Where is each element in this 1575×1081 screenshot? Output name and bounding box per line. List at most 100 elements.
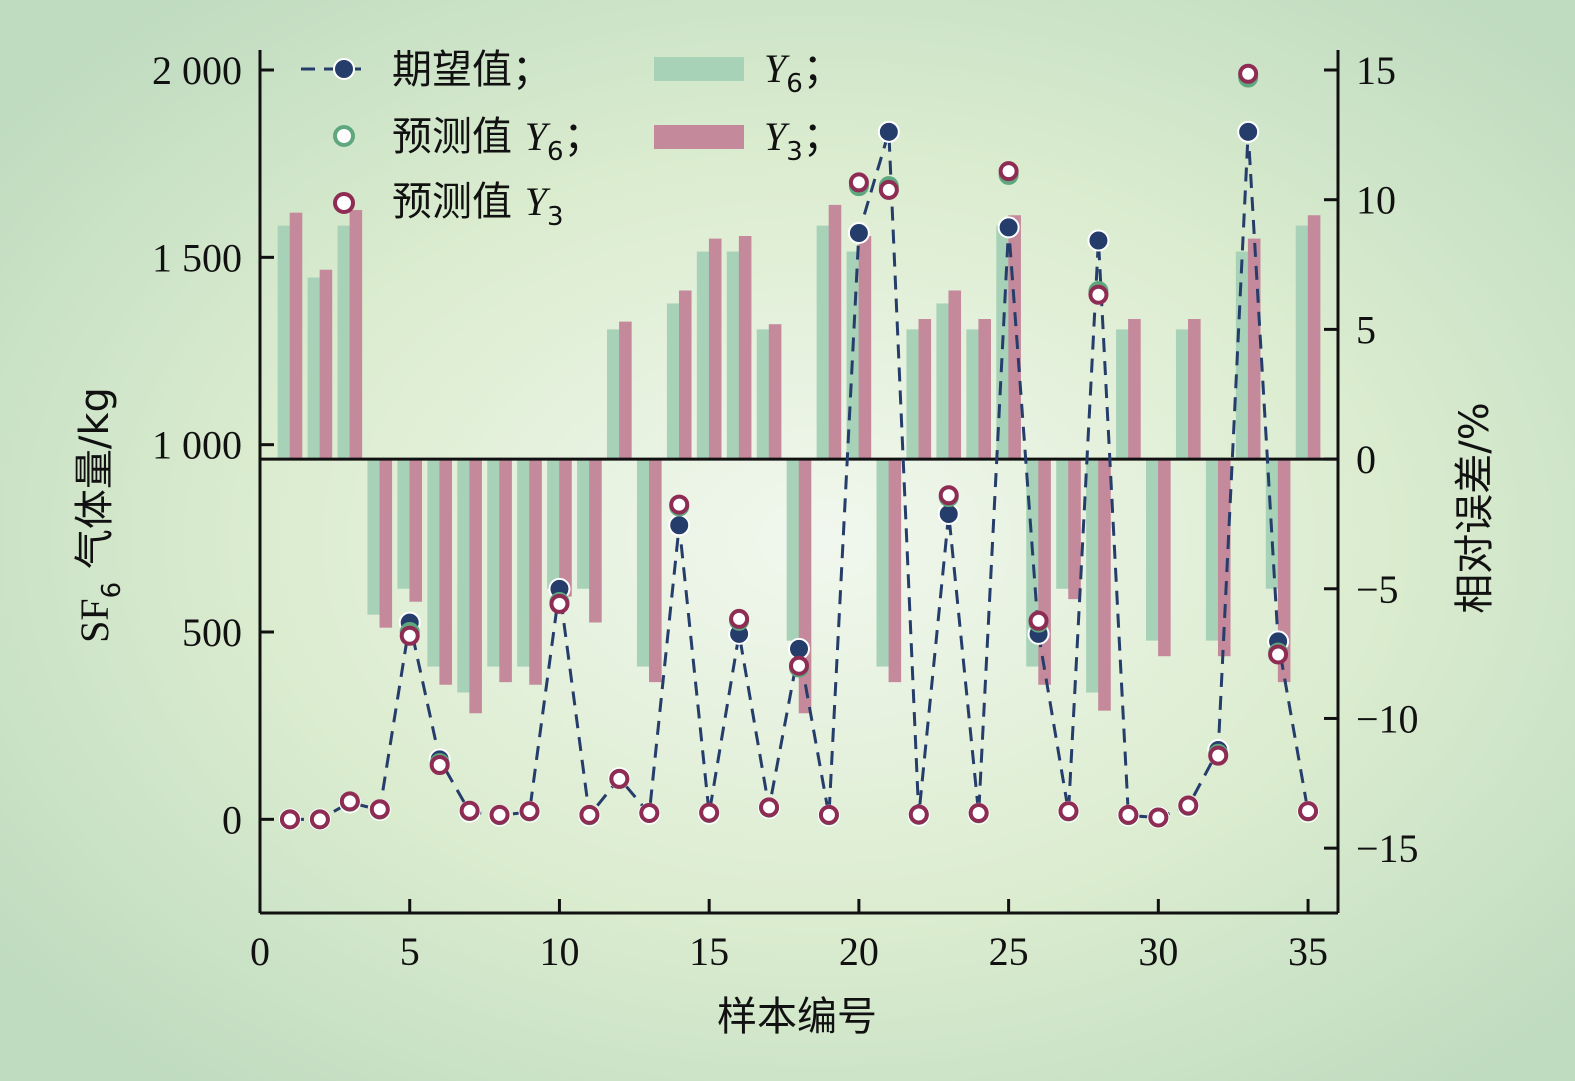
- bar-y3-17: [768, 324, 782, 460]
- y-left-tick-label-0: 0: [222, 797, 242, 842]
- bar-y3-8: [499, 459, 512, 683]
- axes-layer: 0 5 10 15 20 25 30 35 0 500 1 000 1 500 2 000 −15 −10 −…: [152, 48, 1419, 974]
- y-left-tick-label-500: 500: [182, 610, 242, 655]
- bar-y6-32: [1205, 459, 1219, 641]
- bar-y3-12: [619, 321, 632, 460]
- bar-y3-7: [469, 459, 482, 714]
- bar-y6-3: [337, 225, 351, 460]
- pred-y3-point-9: [519, 801, 540, 822]
- pred-y3-point-23: [938, 485, 959, 506]
- expected-point-14: [668, 514, 691, 537]
- legend-item-expected: 期望值；: [301, 47, 552, 93]
- bar-y6-20: [846, 251, 860, 460]
- x-tick-label-30: 30: [1138, 929, 1178, 974]
- y-right-tick-label-10: 10: [1356, 178, 1396, 223]
- pred-y3-point-22: [908, 804, 929, 825]
- pred-y3-point-25: [998, 161, 1019, 182]
- x-tick-label-5: 5: [400, 929, 420, 974]
- x-axis-label: 样本编号: [717, 994, 877, 1040]
- bar-y6-10: [547, 459, 560, 589]
- bar-y3-1: [289, 212, 303, 460]
- bar-y6-23: [936, 303, 949, 460]
- bar-y6-5: [397, 459, 410, 589]
- bar-y3-9: [529, 459, 542, 685]
- bar-y3-11: [589, 459, 602, 623]
- expected-point-21: [877, 120, 900, 143]
- pred-y3-point-31: [1178, 795, 1199, 816]
- bar-y6-35: [1295, 225, 1309, 460]
- bar-y3-29: [1128, 319, 1141, 460]
- bar-y6-29: [1116, 329, 1129, 460]
- pred-y3-point-24: [968, 802, 989, 823]
- bar-y3-34: [1277, 459, 1291, 683]
- bar-y6-30: [1146, 459, 1159, 641]
- bar-y6-19: [816, 225, 830, 460]
- pred-y3-point-6: [429, 755, 450, 776]
- y-left-tick-label-1500: 1 500: [152, 235, 242, 280]
- y-right-tick-label--10: −10: [1356, 696, 1419, 741]
- pred-y3-point-11: [579, 804, 600, 825]
- bars-layer: [277, 204, 1321, 714]
- y-right-tick-label-5: 5: [1356, 307, 1376, 352]
- legend-expected-marker: [333, 58, 355, 80]
- expected-point-33: [1237, 120, 1260, 143]
- bar-y6-1: [277, 225, 291, 460]
- x-tick-label-25: 25: [989, 929, 1029, 974]
- bar-y6-27: [1056, 459, 1069, 589]
- legend-y3-bar-label: Y3；: [764, 114, 843, 167]
- expected-point-20: [847, 221, 870, 244]
- legend-y6-bar-label: Y6；: [764, 46, 843, 99]
- pred-y3-point-4: [369, 799, 390, 820]
- pred-y3-point-16: [729, 608, 750, 629]
- pred-y3-point-34: [1268, 644, 1289, 665]
- bar-y6-18: [786, 459, 800, 641]
- bar-y3-33: [1247, 238, 1261, 460]
- pred-y3-point-7: [459, 800, 480, 821]
- legend-item-pred-y3: 预测值 Y3: [333, 179, 564, 232]
- pred-y3-point-28: [1088, 284, 1109, 305]
- bar-y6-15: [696, 251, 710, 460]
- pred-y3-point-32: [1208, 745, 1229, 766]
- legend: 期望值； 预测值 Y6； 预测值 Y3 Y6； Y3；: [301, 46, 843, 232]
- pred-y3-point-8: [489, 804, 510, 825]
- bar-y3-19: [828, 204, 842, 460]
- y-left-tick-label-1000: 1 000: [152, 423, 242, 468]
- bar-y3-14: [678, 290, 692, 460]
- pred-y3-point-17: [759, 797, 780, 818]
- bar-y6-28: [1086, 459, 1099, 693]
- bar-y3-32: [1217, 459, 1231, 657]
- bar-y6-7: [457, 459, 470, 693]
- bar-y3-22: [918, 319, 932, 460]
- bar-y3-28: [1098, 459, 1111, 711]
- x-tick-label-20: 20: [839, 929, 879, 974]
- x-tick-label-15: 15: [689, 929, 729, 974]
- pred-y3-point-21: [878, 179, 899, 200]
- bar-y6-6: [427, 459, 440, 667]
- bar-y3-10: [559, 459, 572, 597]
- bar-y3-6: [439, 459, 452, 685]
- bar-y6-13: [636, 459, 650, 667]
- x-tick-label-0: 0: [250, 929, 270, 974]
- y-right-tick-label-0: 0: [1356, 437, 1376, 482]
- x-tick-label-10: 10: [539, 929, 579, 974]
- bar-y6-9: [517, 459, 530, 667]
- bar-y3-35: [1307, 215, 1321, 460]
- bar-y3-4: [379, 459, 393, 628]
- pred-y3-point-14: [669, 494, 690, 515]
- bar-y3-13: [649, 459, 662, 683]
- pred-y3-point-13: [639, 802, 660, 823]
- bar-y6-24: [966, 329, 979, 460]
- bar-y6-33: [1235, 251, 1249, 460]
- bar-y6-8: [487, 459, 500, 667]
- expected-point-25: [997, 216, 1020, 239]
- pred-y3-point-19: [818, 804, 839, 825]
- bar-y6-12: [607, 329, 620, 460]
- bar-y3-24: [978, 319, 991, 460]
- y-right-tick-label--15: −15: [1356, 826, 1419, 871]
- pred-y3-point-5: [399, 625, 420, 646]
- bar-y3-5: [409, 459, 423, 602]
- bar-y3-27: [1068, 459, 1081, 600]
- pred-y3-point-27: [1058, 801, 1079, 822]
- y-right-tick-label--5: −5: [1356, 567, 1399, 612]
- legend-pred-y3-marker: [333, 192, 355, 214]
